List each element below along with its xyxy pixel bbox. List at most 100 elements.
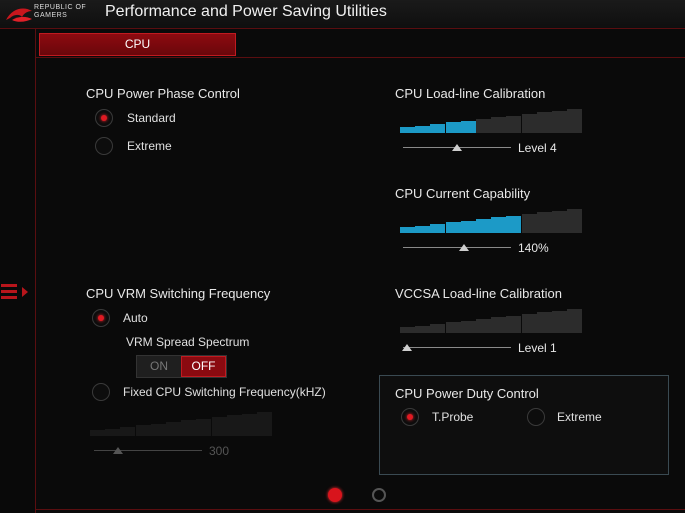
meter-segment [400, 327, 415, 333]
meter-segment [476, 119, 491, 133]
meter-segment [400, 227, 415, 233]
llc-slider-thumb[interactable] [452, 144, 462, 151]
llc-level-meter [400, 109, 583, 133]
vccsa-label: VCCSA Load-line Calibration [395, 286, 562, 301]
meter-segment [567, 209, 583, 233]
meter-segment [430, 324, 446, 333]
vrm-frequency-label: CPU VRM Switching Frequency [86, 286, 271, 301]
page-dot-1[interactable] [328, 488, 342, 502]
vrm-auto-label: Auto [123, 311, 148, 325]
meter-segment [552, 311, 567, 333]
meter-segment [196, 419, 212, 436]
duty-extreme-radio[interactable] [527, 408, 545, 426]
meter-segment [521, 314, 537, 333]
tab-cpu[interactable]: CPU [39, 33, 236, 56]
title-bar: REPUBLIC OF GAMERS Performance and Power… [0, 0, 685, 29]
meter-segment [415, 226, 431, 233]
vccsa-value: Level 1 [518, 341, 557, 355]
menu-expand-icon[interactable] [0, 282, 32, 302]
meter-segment [400, 127, 415, 133]
meter-segment [445, 222, 461, 233]
rog-eye-icon [6, 8, 32, 22]
meter-segment [552, 211, 567, 233]
meter-segment [415, 326, 431, 333]
vrm-fixed-value: 300 [209, 444, 230, 458]
meter-segment [460, 321, 476, 333]
vccsa-level-meter [400, 309, 583, 333]
duty-control-label: CPU Power Duty Control [395, 386, 539, 401]
meter-segment [521, 114, 537, 133]
bottom-divider [36, 509, 685, 510]
duty-tprobe-label: T.Probe [432, 410, 474, 424]
vrm-fixed-slider-track[interactable] [94, 450, 202, 451]
power-phase-standard-radio[interactable] [95, 109, 113, 127]
meter-segment [150, 424, 166, 436]
left-rail [0, 29, 36, 513]
meter-segment [460, 121, 476, 133]
vrm-spread-spectrum-label: VRM Spread Spectrum [126, 335, 250, 349]
duty-control-panel: CPU Power Duty Control T.Probe Extreme [379, 375, 669, 475]
power-phase-extreme-label: Extreme [127, 139, 172, 153]
vrm-fixed-slider-thumb[interactable] [113, 447, 123, 454]
tab-bar: CPU [36, 29, 685, 58]
vrm-auto-radio[interactable] [92, 309, 110, 327]
meter-segment [120, 427, 136, 436]
meter-segment [105, 429, 121, 436]
current-capability-slider-track[interactable] [403, 247, 511, 248]
meter-segment [430, 224, 446, 233]
current-capability-meter [400, 209, 583, 233]
meter-segment [135, 425, 151, 436]
current-capability-value: 140% [518, 241, 549, 255]
brand-line1: REPUBLIC OF [34, 4, 87, 11]
meter-segment [536, 112, 552, 133]
meter-segment [445, 122, 461, 133]
meter-segment [445, 322, 461, 333]
meter-segment [242, 414, 257, 436]
llc-value: Level 4 [518, 141, 557, 155]
meter-segment [476, 219, 491, 233]
vccsa-slider-thumb[interactable] [402, 344, 412, 351]
meter-segment [552, 111, 567, 133]
current-capability-slider-thumb[interactable] [459, 244, 469, 251]
llc-label: CPU Load-line Calibration [395, 86, 546, 101]
meter-segment [536, 212, 552, 233]
vccsa-slider-track[interactable] [403, 347, 511, 348]
power-phase-standard-label: Standard [127, 111, 176, 125]
meter-segment [491, 317, 507, 333]
meter-segment [430, 124, 446, 133]
power-phase-label: CPU Power Phase Control [86, 86, 240, 101]
brand-text: REPUBLIC OF GAMERS [34, 4, 86, 20]
duty-tprobe-radio[interactable] [401, 408, 419, 426]
vrm-fixed-label: Fixed CPU Switching Frequency(kHZ) [123, 385, 326, 399]
meter-segment [257, 412, 273, 436]
meter-segment [181, 420, 197, 436]
meter-segment [521, 214, 537, 233]
brand-line2: GAMERS [34, 12, 68, 19]
meter-segment [491, 217, 507, 233]
current-capability-label: CPU Current Capability [395, 186, 531, 201]
meter-segment [476, 319, 491, 333]
meter-segment [567, 109, 583, 133]
meter-segment [460, 221, 476, 233]
vrm-spread-spectrum-toggle[interactable]: ON OFF [136, 355, 227, 378]
duty-extreme-label: Extreme [557, 410, 602, 424]
app-title: Performance and Power Saving Utilities [105, 3, 387, 20]
power-phase-extreme-radio[interactable] [95, 137, 113, 155]
toggle-off-button[interactable]: OFF [181, 356, 226, 377]
meter-segment [506, 116, 522, 133]
meter-segment [211, 417, 227, 436]
meter-segment [415, 126, 431, 133]
meter-segment [536, 312, 552, 333]
page-dot-2[interactable] [372, 488, 386, 502]
meter-segment [506, 216, 522, 233]
toggle-on-button[interactable]: ON [137, 356, 181, 377]
meter-segment [491, 117, 507, 133]
vrm-fixed-meter [90, 412, 273, 436]
meter-segment [166, 422, 181, 436]
meter-segment [567, 309, 583, 333]
meter-segment [506, 316, 522, 333]
meter-segment [226, 415, 242, 436]
meter-segment [90, 430, 105, 436]
vrm-fixed-radio[interactable] [92, 383, 110, 401]
main-panel: CPU Power Phase Control Standard Extreme… [36, 58, 685, 513]
